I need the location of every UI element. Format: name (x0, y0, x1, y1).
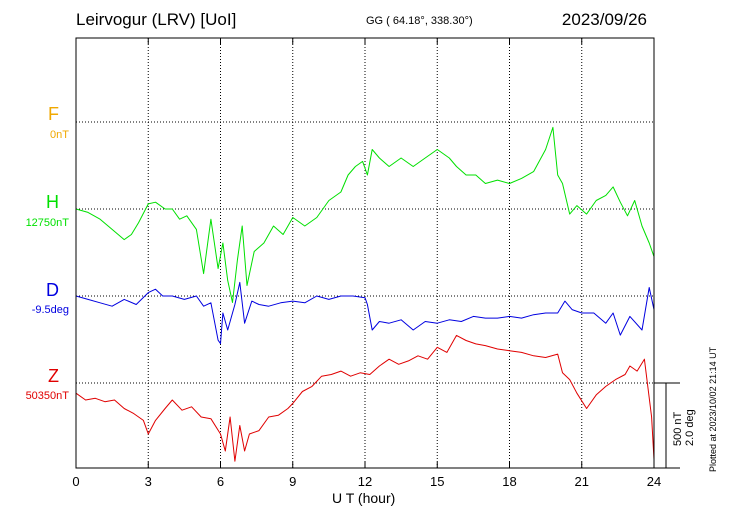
baseline-d: -9.5deg (31, 304, 69, 316)
component-label-f: F (48, 104, 59, 124)
station-title: Leirvogur (LRV) [UoI] (76, 10, 237, 29)
series-line-h (75, 126, 655, 303)
x-tick-label: 6 (217, 474, 224, 489)
x-tick-label: 21 (575, 474, 589, 489)
x-tick-label: 15 (430, 474, 444, 489)
coordinates: GG ( 64.18°, 338.30°) (366, 15, 473, 27)
x-tick-label: 24 (647, 474, 661, 489)
date-label: 2023/09/26 (561, 10, 647, 29)
component-label-d: D (46, 280, 59, 300)
series-line-d (75, 281, 655, 345)
x-axis-label: U T (hour) (332, 490, 396, 506)
plot-frame (75, 37, 655, 469)
scale-nt: 500 nT (672, 411, 684, 446)
component-label-z: Z (48, 366, 59, 386)
x-tick-label: 18 (502, 474, 516, 489)
x-tick-label: 3 (145, 474, 152, 489)
x-tick-label: 0 (72, 474, 79, 489)
scale-deg: 2.0 deg (684, 409, 696, 446)
component-label-h: H (46, 192, 59, 212)
series-layer (75, 126, 655, 462)
x-ticks: 0 3 6 9 12 15 18 21 24 (72, 38, 661, 489)
x-tick-label: 9 (289, 474, 296, 489)
scale-bar (654, 382, 680, 469)
baseline-h: 12750nT (25, 217, 69, 229)
baseline-f: 0nT (50, 129, 69, 141)
x-tick-label: 12 (358, 474, 372, 489)
baseline-z: 50350nT (25, 390, 69, 402)
grid (76, 38, 654, 468)
series-line-z (75, 334, 655, 462)
plotted-timestamp: Plotted at 2023/10/02 21:14 UT (708, 346, 718, 472)
